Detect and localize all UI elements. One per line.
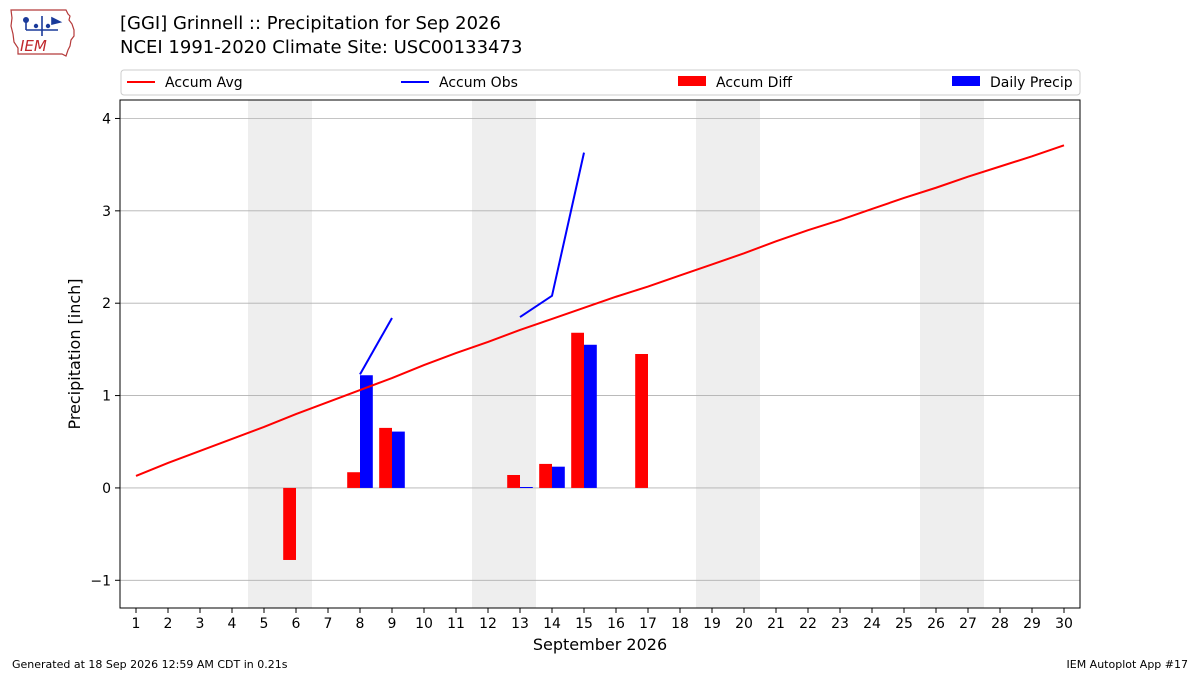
weekend-band xyxy=(920,100,984,608)
x-tick-label: 13 xyxy=(511,616,529,632)
x-tick-label: 29 xyxy=(1023,616,1041,632)
x-tick-label: 11 xyxy=(447,616,465,632)
footer-generated: Generated at 18 Sep 2026 12:59 AM CDT in… xyxy=(12,658,288,671)
x-tick-label: 1 xyxy=(132,616,141,632)
daily-precip-bar xyxy=(584,344,597,488)
x-tick-label: 19 xyxy=(703,616,721,632)
accum-diff-bar xyxy=(347,472,360,488)
y-tick-label: 3 xyxy=(102,204,111,220)
accum-diff-bar xyxy=(507,474,520,488)
x-tick-label: 21 xyxy=(767,616,785,632)
accum-diff-bar xyxy=(635,354,648,488)
legend-swatch-bar xyxy=(678,76,706,86)
chart-title: [GGI] Grinnell :: Precipitation for Sep … xyxy=(120,13,501,34)
x-tick-label: 10 xyxy=(415,616,433,632)
x-tick-label: 20 xyxy=(735,616,753,632)
x-tick-label: 2 xyxy=(164,616,173,632)
x-tick-label: 26 xyxy=(927,616,945,632)
daily-precip-bar xyxy=(360,375,373,488)
legend-label: Accum Diff xyxy=(716,75,792,91)
legend-label: Accum Obs xyxy=(439,75,518,91)
daily-precip-bar xyxy=(392,431,405,488)
x-tick-label: 23 xyxy=(831,616,849,632)
daily-precip-bar xyxy=(520,487,533,489)
accum-diff-bar xyxy=(283,487,296,560)
x-tick-label: 5 xyxy=(260,616,269,632)
accum-diff-bar xyxy=(379,427,392,488)
x-axis-label: September 2026 xyxy=(533,635,667,654)
accum-diff-bar xyxy=(571,332,584,488)
x-tick-label: 16 xyxy=(607,616,625,632)
legend-box xyxy=(120,69,1081,96)
x-tick-label: 27 xyxy=(959,616,977,632)
x-tick-label: 15 xyxy=(575,616,593,632)
y-tick-label: 4 xyxy=(102,111,111,127)
legend-label: Accum Avg xyxy=(165,75,243,91)
x-tick-label: 30 xyxy=(1055,616,1073,632)
accum-obs-line xyxy=(359,317,393,375)
x-tick-label: 25 xyxy=(895,616,913,632)
x-tick-label: 28 xyxy=(991,616,1009,632)
y-tick-label: −1 xyxy=(90,573,111,589)
daily-precip-bar xyxy=(552,466,565,488)
footer-app: IEM Autoplot App #17 xyxy=(1066,658,1189,671)
y-tick-label: 0 xyxy=(102,481,111,497)
logo-text: IEM xyxy=(20,37,47,55)
x-tick-label: 8 xyxy=(356,616,365,632)
x-tick-label: 12 xyxy=(479,616,497,632)
weekend-band xyxy=(248,100,312,608)
y-tick-label: 1 xyxy=(102,389,111,405)
weekend-band xyxy=(472,100,536,608)
x-tick-label: 4 xyxy=(228,616,237,632)
accum-obs-line xyxy=(519,152,585,318)
iem-logo: IEM xyxy=(10,9,75,57)
legend-swatch-bar xyxy=(952,76,980,86)
plot-frame xyxy=(119,99,1081,609)
accum-diff-bar xyxy=(539,463,552,488)
y-tick-label: 2 xyxy=(102,296,111,312)
x-tick-label: 6 xyxy=(292,616,301,632)
legend-label: Daily Precip xyxy=(990,75,1073,91)
x-tick-label: 17 xyxy=(639,616,657,632)
accum-avg-line xyxy=(135,144,1065,477)
x-tick-label: 7 xyxy=(324,616,333,632)
x-tick-label: 22 xyxy=(799,616,817,632)
weekend-band xyxy=(696,100,760,608)
chart-subtitle: NCEI 1991-2020 Climate Site: USC00133473 xyxy=(120,37,523,58)
x-tick-label: 18 xyxy=(671,616,689,632)
x-tick-label: 9 xyxy=(388,616,397,632)
y-axis-label: Precipitation [inch] xyxy=(65,278,84,429)
x-tick-label: 14 xyxy=(543,616,561,632)
x-tick-label: 24 xyxy=(863,616,881,632)
weather-station-icon xyxy=(23,16,63,36)
x-tick-label: 3 xyxy=(196,616,205,632)
